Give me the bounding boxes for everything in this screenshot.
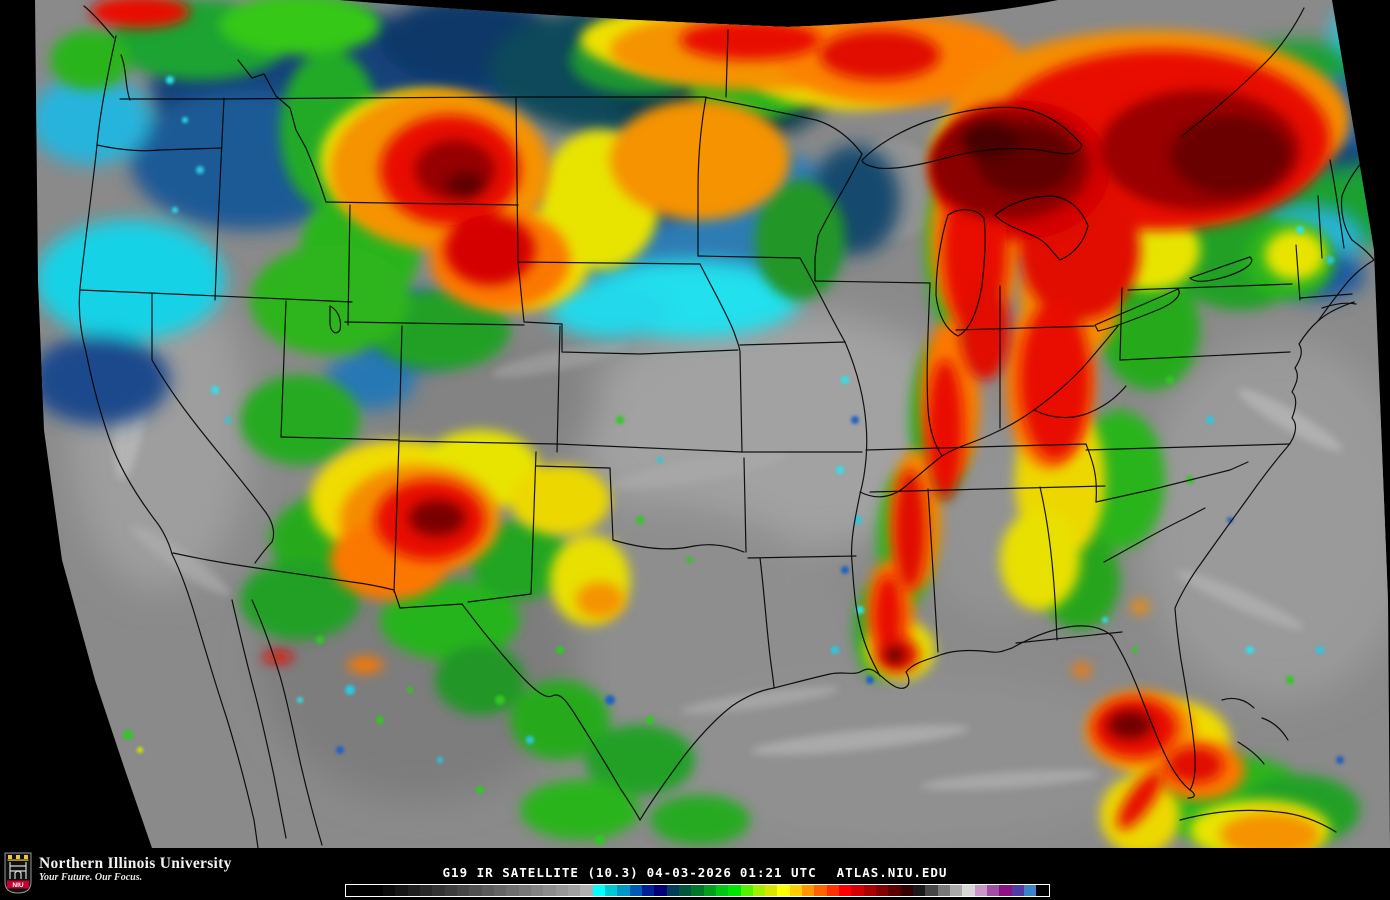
colorbar-segment	[691, 885, 704, 896]
colorbar-segment	[1011, 885, 1025, 896]
niu-monogram: NIU	[12, 882, 24, 889]
colorbar-segment	[432, 885, 445, 896]
colorbar-segment	[444, 885, 457, 896]
colorbar-segment	[666, 885, 679, 896]
colorbar-segment	[765, 885, 778, 896]
satellite-map-image	[35, 0, 1390, 848]
niu-logo: NIU Northern Illinois University Your Fu…	[4, 852, 232, 894]
colorbar-segment	[382, 885, 396, 896]
colorbar-segment	[950, 885, 963, 896]
colorbar-segment	[641, 885, 655, 896]
colorbar-segment	[506, 885, 519, 896]
footer-bar: NIU Northern Illinois University Your Fu…	[0, 848, 1390, 900]
cloud-layer-darkred	[409, 90, 1300, 739]
caption-date: 04-03-2026	[646, 865, 732, 880]
colorbar-segment	[826, 885, 840, 896]
colorbar-segment	[974, 885, 988, 896]
colorbar-segment	[728, 885, 741, 896]
caption-satellite-label: G19 IR SATELLITE (10.3)	[442, 865, 639, 880]
image-caption: G19 IR SATELLITE (10.3) 04-03-2026 01:21…	[0, 865, 1390, 880]
colorbar-segment	[629, 885, 642, 896]
colorbar-segment	[469, 885, 482, 896]
caption-time: 01:21 UTC	[739, 865, 817, 880]
colorbar-segment	[370, 885, 383, 896]
colorbar-segment	[962, 885, 975, 896]
colorbar-segment	[678, 885, 692, 896]
colorbar-segment	[715, 885, 729, 896]
niu-tagline: Your Future. Our Focus.	[39, 872, 143, 883]
map-state-borders	[78, 5, 1381, 848]
colorbar-segment	[555, 885, 568, 896]
colorbar-segment	[937, 885, 951, 896]
colorbar-segment	[900, 885, 914, 896]
colorbar-segment	[987, 885, 1000, 896]
colorbar-segment	[518, 885, 531, 896]
colorbar-segment	[999, 885, 1012, 896]
colorbar-segment	[358, 885, 371, 896]
colorbar-segment	[789, 885, 803, 896]
colorbar-segment	[752, 885, 766, 896]
colorbar-segment	[604, 885, 618, 896]
colorbar-segment	[580, 885, 593, 896]
colorbar-segment	[395, 885, 408, 896]
colorbar-segment	[617, 885, 630, 896]
colorbar-segment	[592, 885, 605, 896]
colorbar-segment	[530, 885, 544, 896]
colorbar-segment	[1036, 885, 1049, 896]
colorbar-segment	[925, 885, 938, 896]
colorbar-segment	[1024, 885, 1037, 896]
colorbar-segment	[863, 885, 877, 896]
caption-site: ATLAS.NIU.EDU	[836, 865, 948, 880]
colorbar-segment	[802, 885, 815, 896]
niu-org-name: Northern Illinois University	[39, 855, 232, 872]
colorbar-segment	[419, 885, 433, 896]
colorbar-segment	[888, 885, 901, 896]
colorbar-segment	[407, 885, 420, 896]
colorbar-segment	[851, 885, 864, 896]
colorbar-segment	[346, 885, 359, 896]
colorbar-segment	[876, 885, 889, 896]
colorbar-segment	[654, 885, 667, 896]
niu-shield-icon: NIU	[4, 852, 32, 894]
colorbar-segment	[740, 885, 753, 896]
colorbar-segment	[481, 885, 494, 896]
colorbar-segment	[567, 885, 581, 896]
colorbar-segment	[913, 885, 926, 896]
colorbar-segment	[703, 885, 716, 896]
cloud-speckles	[123, 76, 1344, 845]
ir-colorbar	[345, 884, 1050, 897]
colorbar-segment	[543, 885, 556, 896]
satellite-map	[35, 0, 1390, 848]
colorbar-segment	[493, 885, 507, 896]
colorbar-segment	[456, 885, 470, 896]
colorbar-segment	[839, 885, 852, 896]
colorbar-segment	[777, 885, 790, 896]
colorbar-segment	[814, 885, 827, 896]
